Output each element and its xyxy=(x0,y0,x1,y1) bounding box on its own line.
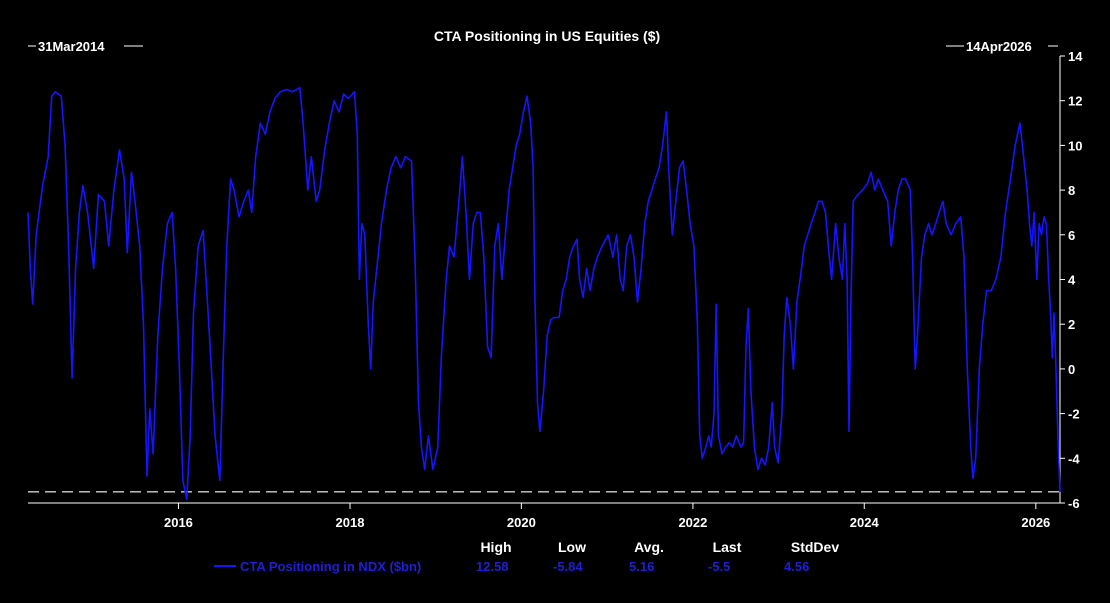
y-tick-label: 12 xyxy=(1068,94,1082,109)
stat-value-avg: 5.16 xyxy=(629,559,654,574)
stat-value-low: -5.84 xyxy=(553,559,583,574)
stat-value-high: 12.58 xyxy=(476,559,509,574)
chart-title: CTA Positioning in US Equities ($) xyxy=(434,28,660,44)
legend-series-name: CTA Positioning in NDX ($bn) xyxy=(240,559,421,574)
x-tick-label: 2020 xyxy=(507,515,536,530)
stat-value-last: -5.5 xyxy=(708,559,730,574)
x-tick-label: 2024 xyxy=(850,515,880,530)
y-tick-label: 6 xyxy=(1068,228,1075,243)
y-tick-label: -6 xyxy=(1068,496,1080,511)
x-tick-label: 2016 xyxy=(164,515,193,530)
x-tick-label: 2026 xyxy=(1021,515,1050,530)
stat-header-last: Last xyxy=(713,539,742,555)
legend: High Low Avg. Last StdDev CTA Positionin… xyxy=(214,539,839,574)
start-date-label: 31Mar2014 xyxy=(38,39,105,54)
y-axis-ticks: -6 -4 -2 0 2 4 6 8 10 12 14 xyxy=(1060,49,1083,511)
x-tick-label: 2022 xyxy=(678,515,707,530)
y-tick-label: 2 xyxy=(1068,317,1075,332)
y-tick-label: 4 xyxy=(1068,273,1076,288)
y-tick-label: -2 xyxy=(1068,407,1080,422)
y-tick-label: -4 xyxy=(1068,451,1080,466)
x-tick-label: 2018 xyxy=(336,515,365,530)
x-axis-ticks: 2016 2018 2020 2022 2024 2026 xyxy=(164,503,1050,530)
end-date-label: 14Apr2026 xyxy=(966,39,1032,54)
series-line-cta-ndx xyxy=(27,86,1061,501)
stat-value-stddev: 4.56 xyxy=(784,559,809,574)
stat-header-avg: Avg. xyxy=(634,539,664,555)
y-tick-label: 0 xyxy=(1068,362,1075,377)
y-tick-label: 14 xyxy=(1068,49,1083,64)
stat-header-high: High xyxy=(480,539,511,555)
stat-header-low: Low xyxy=(558,539,586,555)
y-tick-label: 10 xyxy=(1068,138,1082,153)
stat-header-stddev: StdDev xyxy=(791,539,839,555)
y-tick-label: 8 xyxy=(1068,183,1075,198)
